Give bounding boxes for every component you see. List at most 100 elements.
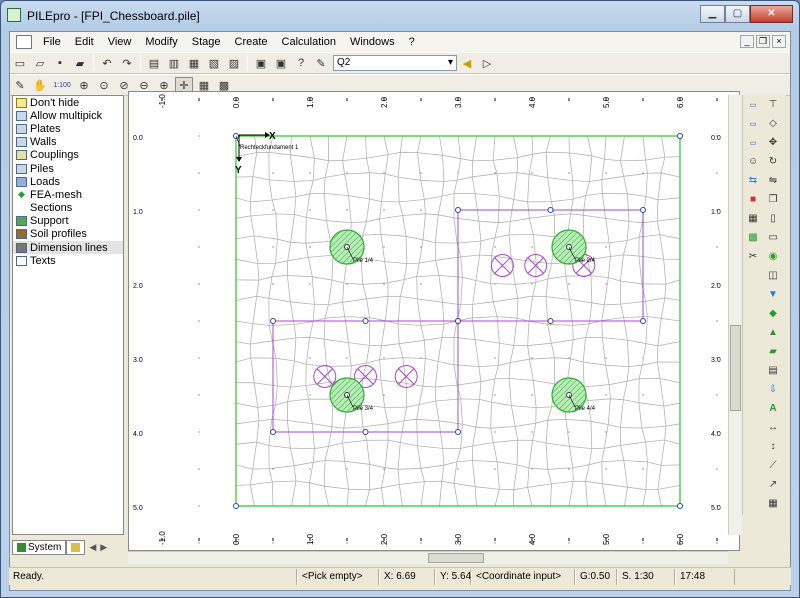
piles-group[interactable]: Pile 1/4 Pile 2/4 Pile 3/4 Pile 4/4	[329, 229, 596, 413]
menu-file[interactable]: File	[43, 36, 61, 48]
layer-allow-multipick[interactable]: Allow multipick	[13, 109, 123, 122]
pick-tool-icon[interactable]: ✛	[175, 77, 193, 93]
new-file-icon[interactable]: ▭	[14, 57, 26, 70]
rotate-icon[interactable]: ↻	[768, 156, 778, 167]
vertical-scroll-thumb[interactable]	[730, 325, 741, 411]
export-icon[interactable]: ▣	[275, 57, 287, 70]
hatch-icon[interactable]: ▦	[768, 498, 778, 509]
menu-create[interactable]: Create	[234, 36, 268, 48]
new-load-icon[interactable]: ▼	[768, 289, 778, 300]
horizontal-scroll-thumb[interactable]	[428, 553, 484, 563]
pencil-icon[interactable]: ✎	[15, 79, 25, 92]
transfer-icon[interactable]: ⇆	[748, 175, 758, 186]
new-wall-icon[interactable]: ▭	[768, 232, 778, 243]
undo-icon[interactable]: ↶	[102, 57, 112, 70]
close-button[interactable]: ✕	[750, 5, 793, 23]
layer-sections[interactable]: Sections	[13, 202, 123, 215]
layer-couplings[interactable]: Couplings	[13, 149, 123, 162]
new-support-icon[interactable]: ▲	[768, 327, 778, 338]
zoom-extent-icon[interactable]: ⊕	[79, 79, 89, 92]
drawing-svg[interactable]: -1.00.01.02.03.04.05.06.0 -1.00.01.02.03…	[129, 92, 729, 550]
eraser-icon[interactable]: ◇	[769, 118, 777, 129]
new-soil-icon[interactable]: ▰	[769, 346, 777, 357]
scale-button[interactable]: 1:100	[53, 81, 71, 89]
tab-system[interactable]: System	[12, 539, 67, 555]
props-icon[interactable]: ▭	[749, 101, 757, 109]
move-icon[interactable]: ✥	[768, 137, 778, 148]
menu-modify[interactable]: Modify	[145, 36, 178, 48]
layer-fea-mesh[interactable]: ◆ FEA-mesh	[13, 188, 123, 201]
grid-icon[interactable]: ▦	[748, 213, 758, 224]
zoom-previous-icon[interactable]: ⊘	[119, 79, 129, 92]
menu-edit[interactable]: Edit	[74, 36, 94, 48]
tab-scroll-right-icon[interactable]: ▶	[100, 541, 108, 552]
layer-support[interactable]: Support	[13, 215, 123, 228]
mdi-minimize-button[interactable]: _	[740, 35, 754, 48]
zoom-in-icon[interactable]: ⊕	[159, 79, 169, 92]
maximize-button[interactable]: ▢	[725, 5, 750, 23]
dim-horizontal-icon[interactable]: ↔	[768, 422, 778, 433]
menu-stage[interactable]: Stage	[191, 36, 221, 48]
new-plate-icon[interactable]: ▯	[770, 213, 776, 224]
layer-soil-profiles[interactable]: Soil profiles	[13, 228, 123, 241]
mdi-close-button[interactable]: ×	[772, 35, 786, 48]
horizontal-scrollbar[interactable]	[128, 551, 728, 564]
tab-scroll-left-icon[interactable]: ◀	[89, 541, 97, 552]
zoom-out-icon[interactable]: ⊖	[139, 79, 149, 92]
props3-icon[interactable]: ▭	[749, 139, 757, 147]
people-icon[interactable]: ☺	[747, 156, 759, 167]
layer-dont-hide[interactable]: Don't hide	[13, 96, 123, 109]
menu-calculation[interactable]: Calculation	[281, 36, 336, 48]
stage-select[interactable]: Q2	[333, 55, 457, 71]
new-text-icon[interactable]: A	[769, 403, 777, 414]
load-areas[interactable]	[270, 207, 646, 435]
minimize-button[interactable]: ▁	[700, 5, 725, 23]
folder-icon[interactable]: ▰	[75, 57, 85, 70]
props2-icon[interactable]: ▭	[749, 120, 757, 128]
layer-plates[interactable]: Plates	[13, 122, 123, 135]
save-icon[interactable]: ▪	[58, 57, 62, 69]
dimension-tool-icon[interactable]: ⊤	[768, 99, 778, 110]
new-coupling-icon[interactable]: ◫	[768, 270, 778, 281]
layer-texts[interactable]: Texts	[13, 254, 123, 267]
measure-icon[interactable]: ⟋	[769, 460, 777, 471]
drawing-canvas[interactable]: -1.00.01.02.03.04.05.06.0 -1.00.01.02.03…	[128, 91, 740, 551]
new-section-icon[interactable]: ▤	[768, 365, 778, 376]
calc-icon[interactable]: ▧	[208, 57, 220, 70]
map-icon[interactable]: ▩	[748, 232, 758, 243]
pan-icon[interactable]: ✋	[33, 79, 47, 92]
redo-icon[interactable]: ↷	[122, 57, 132, 70]
table-icon[interactable]: ▨	[228, 57, 240, 70]
preview-icon[interactable]: ▦	[188, 57, 200, 70]
menu-windows[interactable]: Windows	[349, 36, 395, 48]
new-mesh-icon[interactable]: ◆	[769, 308, 777, 319]
plate-outline[interactable]: Rechteckfundament 1	[233, 133, 683, 509]
zoom-window-icon[interactable]: ⊙	[99, 79, 109, 92]
previous-stage-icon[interactable]: ◀	[462, 57, 472, 70]
leader-icon[interactable]: ↗	[768, 479, 778, 490]
layer-walls[interactable]: Walls	[13, 136, 123, 149]
color-icon[interactable]: ■	[749, 194, 757, 205]
import-icon[interactable]: ▣	[255, 57, 267, 70]
tab-layers[interactable]	[66, 539, 86, 555]
layer-icon[interactable]: ▩	[218, 79, 230, 92]
vertical-scrollbar[interactable]	[728, 95, 742, 535]
mirror-icon[interactable]: ⇋	[768, 175, 778, 186]
layer-loads[interactable]: Loads	[13, 175, 123, 188]
download-icon[interactable]: ⇩	[768, 384, 778, 395]
layer-piles[interactable]: Piles	[13, 162, 123, 175]
open-folder-icon[interactable]: ▱	[35, 57, 45, 70]
next-stage-icon[interactable]: ▷	[482, 57, 492, 70]
menu-view[interactable]: View	[107, 36, 132, 48]
tool-icon[interactable]: ✂	[748, 251, 758, 262]
snap-icon[interactable]: ▦	[198, 79, 210, 92]
copy-icon[interactable]: ❐	[768, 194, 778, 205]
new-pile-icon[interactable]: ◉	[768, 251, 778, 262]
dim-vertical-icon[interactable]: ↕	[770, 441, 776, 452]
menu-help[interactable]: ?	[408, 36, 415, 48]
edit-icon[interactable]: ✎	[316, 57, 326, 70]
help-icon[interactable]: ?	[297, 57, 305, 69]
mdi-restore-button[interactable]: ❐	[756, 35, 770, 48]
print-icon[interactable]: ▤	[148, 57, 160, 70]
layer-dimension-lines[interactable]: Dimension lines	[13, 241, 123, 255]
